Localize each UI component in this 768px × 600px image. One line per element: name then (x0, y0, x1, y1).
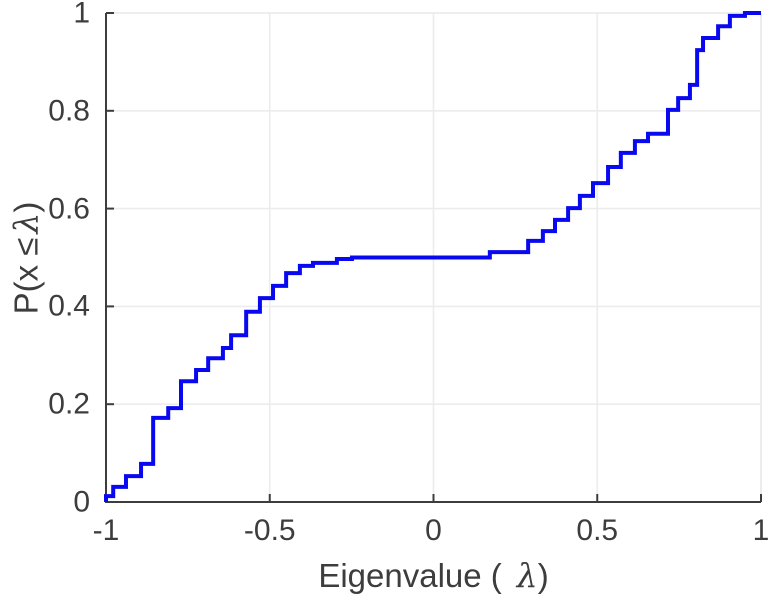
x-tick-label: -1 (92, 514, 120, 547)
y-tick-label: 0.6 (48, 192, 90, 226)
y-tick-label: 1 (73, 0, 90, 30)
x-tick-label: 0.5 (576, 514, 619, 547)
lambda-symbol: λ (516, 556, 538, 595)
x-axis-label: Eigenvalue ( λ) (99, 556, 768, 595)
y-tick-label: 0.4 (48, 289, 90, 323)
y-tick-label: 0.8 (48, 94, 90, 128)
x-tick-label: -0.5 (243, 514, 296, 547)
x-axis-label-text: Eigenvalue ( (318, 557, 502, 594)
y-axis-label-close: ) (7, 201, 45, 213)
y-tick-label: 0.2 (48, 387, 90, 421)
x-tick-label: 1 (752, 514, 768, 547)
lambda-symbol: λ (6, 212, 46, 234)
x-tick-label: 0 (425, 514, 442, 547)
leq-symbol: ≤ (7, 237, 45, 256)
ecdf-step-curve (104, 11, 761, 502)
y-axis-label-text: P(x (7, 255, 45, 315)
y-axis-label: P(x ≤ λ) (7, 202, 46, 315)
x-axis-label-close: ) (537, 557, 549, 594)
y-tick-label: 0 (73, 485, 90, 519)
